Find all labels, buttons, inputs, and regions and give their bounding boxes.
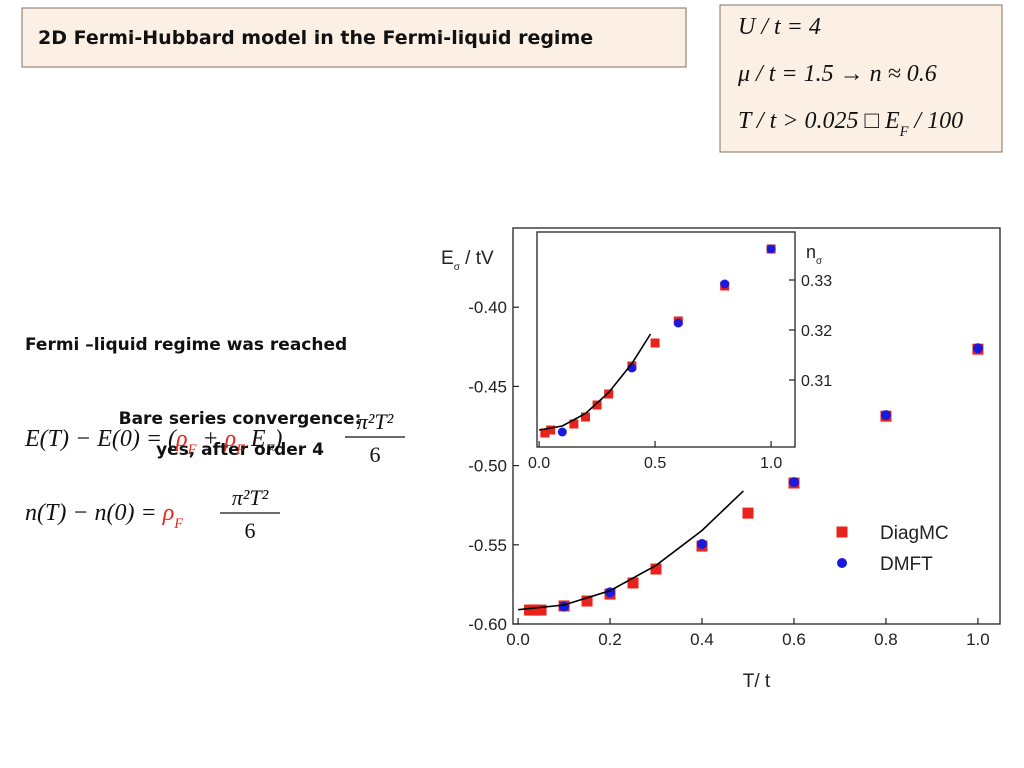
params-box xyxy=(719,4,1003,153)
formula-part: ρ xyxy=(162,500,175,526)
y-tick-label: 0.33 xyxy=(801,273,832,290)
plot-frame xyxy=(536,231,796,448)
formula: U / t = 4 xyxy=(738,14,821,40)
x-tick-label: 0.8 xyxy=(874,630,898,649)
x-tick-label: 1.0 xyxy=(760,455,782,472)
point xyxy=(673,318,683,328)
fraction-denominator: 6 xyxy=(245,518,256,543)
point xyxy=(569,419,579,429)
y-tick-label: -0.40 xyxy=(468,298,507,317)
point xyxy=(535,604,547,616)
formula-part: T / t > 0.025 □ E xyxy=(738,108,900,134)
x-tick-label: 1.0 xyxy=(966,630,990,649)
point xyxy=(527,604,539,616)
subscript: F xyxy=(899,124,909,140)
formula-part: ρ xyxy=(175,426,188,452)
point xyxy=(557,427,567,437)
point xyxy=(581,595,593,607)
x-tick-label: 0.0 xyxy=(506,630,530,649)
point xyxy=(604,389,614,399)
fraction-numerator: π²T² xyxy=(357,409,394,434)
formula-part: U / t = 4 xyxy=(738,14,821,40)
y-tick-label: 0.32 xyxy=(801,323,832,340)
note: yes, after order 4 xyxy=(156,440,324,460)
formula-part: + xyxy=(196,426,224,452)
x-tick-label: 0.2 xyxy=(598,630,622,649)
y-tick-label: 0.31 xyxy=(801,373,832,390)
note: Fermi –liquid regime was reached xyxy=(25,335,347,355)
formula: T / t > 0.025 □ EF / 100 xyxy=(738,108,963,140)
y-axis-label: nσ xyxy=(806,242,823,267)
point xyxy=(650,338,660,348)
y-tick-label: -0.60 xyxy=(468,615,507,634)
y-tick-label: -0.45 xyxy=(468,377,507,396)
point xyxy=(697,539,708,550)
formula-part: μ / t = 1.5 → n ≈ 0.6 xyxy=(737,61,937,87)
point xyxy=(742,507,754,519)
formula-part: E(T) − E(0) = ( xyxy=(24,426,178,452)
fraction-denominator: 6 xyxy=(370,442,381,467)
subscript: F xyxy=(235,442,245,458)
y-axis-label-sub: σ xyxy=(454,262,461,273)
x-axis-label: T/ t xyxy=(743,671,771,692)
title-box xyxy=(21,7,687,68)
y-axis-label-rest: / tV xyxy=(460,248,494,269)
point xyxy=(650,563,662,575)
point xyxy=(592,400,602,410)
legend-marker xyxy=(836,526,848,538)
legend-marker xyxy=(837,558,847,568)
formula: μ / t = 1.5 → n ≈ 0.6 xyxy=(737,61,937,87)
fraction-numerator: π²T² xyxy=(232,485,269,510)
slide-title: 2D Fermi-Hubbard model in the Fermi-liqu… xyxy=(38,27,593,49)
y-tick-label: -0.50 xyxy=(468,457,507,476)
x-tick-label: 0.6 xyxy=(782,630,806,649)
y-axis-label-main: n xyxy=(806,242,816,262)
point xyxy=(972,343,983,354)
point xyxy=(766,244,776,254)
point xyxy=(880,410,891,421)
x-tick-label: 0.4 xyxy=(690,630,714,649)
x-tick-label: 0.5 xyxy=(644,455,666,472)
x-tick-label: 0.0 xyxy=(528,455,550,472)
point xyxy=(540,428,550,438)
point xyxy=(580,412,590,422)
subscript: F xyxy=(187,442,197,458)
formula-part: E xyxy=(245,426,266,452)
point xyxy=(627,577,639,589)
legend-label: DiagMC xyxy=(880,523,949,544)
y-axis-label: Eσ / tV xyxy=(441,248,494,273)
point xyxy=(546,425,556,435)
y-axis-label-sub: σ xyxy=(816,256,823,267)
formula-part: ) xyxy=(272,426,282,452)
formula-part: n(T) − n(0) = xyxy=(25,500,163,526)
note: Bare series convergence: xyxy=(119,409,362,429)
subscript: F xyxy=(173,516,183,532)
legend-label: DMFT xyxy=(880,554,933,575)
subscript: F xyxy=(265,442,275,458)
formula-part: / 100 xyxy=(908,108,963,134)
formula-part: ρ xyxy=(224,426,237,452)
point xyxy=(720,279,730,289)
point xyxy=(788,477,799,488)
fit-curve xyxy=(518,490,744,611)
formula: E(T) − E(0) = (ρF + ρF EF) xyxy=(24,426,282,458)
fit-curve xyxy=(538,333,652,431)
y-axis-label-main: E xyxy=(441,248,454,269)
y-tick-label: -0.55 xyxy=(468,536,507,555)
formula: n(T) − n(0) = ρF xyxy=(25,500,183,532)
